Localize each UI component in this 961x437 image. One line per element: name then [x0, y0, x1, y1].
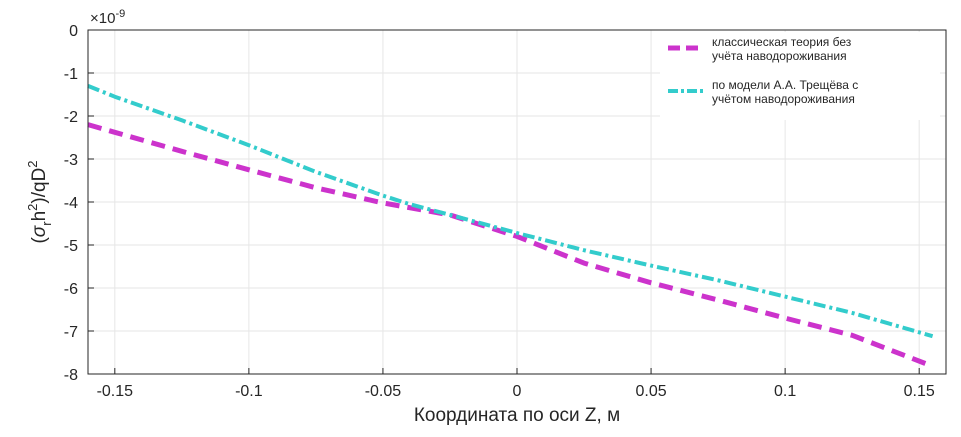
series-line-2: [87, 84, 934, 339]
x-tick-label: -0.15: [97, 383, 134, 400]
y-tick-label: -8: [64, 367, 78, 384]
x-tick-label: 0.05: [635, 383, 666, 400]
legend-box: [660, 32, 940, 120]
legend-label-1: учёта наводороживания: [712, 49, 847, 63]
y-tick-label: -5: [64, 238, 78, 255]
y-tick-label: -3: [64, 152, 78, 169]
legend-label-2: учётом наводороживания: [712, 92, 855, 106]
y-exponent-power: -9: [115, 8, 125, 20]
y-exponent-label: ×10-9: [90, 8, 125, 27]
y-tick-label: -2: [64, 109, 78, 126]
x-tick-label: 0.1: [774, 383, 796, 400]
y-tick-label: -6: [64, 281, 78, 298]
y-tick-label: -7: [64, 324, 78, 341]
legend-label-1: классическая теория без: [712, 35, 852, 49]
series-lines: [87, 84, 934, 369]
y-exponent-base: ×10: [90, 10, 115, 27]
y-tick-label: -1: [64, 66, 78, 83]
y-axis: 0 -1 -2 -3 -4 -5 -6 -7 -8: [64, 23, 94, 384]
y-tick-label: 0: [69, 23, 78, 40]
y-axis-title: (σrh2)/qD2: [25, 160, 54, 243]
legend-label-2: по модели А.А. Трещёва с: [712, 78, 858, 92]
x-axis: -0.15 -0.1 -0.05 0 0.05 0.1 0.15: [97, 368, 935, 400]
x-tick-label: 0.15: [904, 383, 935, 400]
y-tick-label: -4: [64, 195, 78, 212]
x-tick-label: -0.05: [365, 383, 402, 400]
x-axis-title: Координата по оси Z, м: [414, 405, 620, 426]
x-tick-label: -0.1: [235, 383, 263, 400]
x-tick-label: 0: [513, 383, 522, 400]
